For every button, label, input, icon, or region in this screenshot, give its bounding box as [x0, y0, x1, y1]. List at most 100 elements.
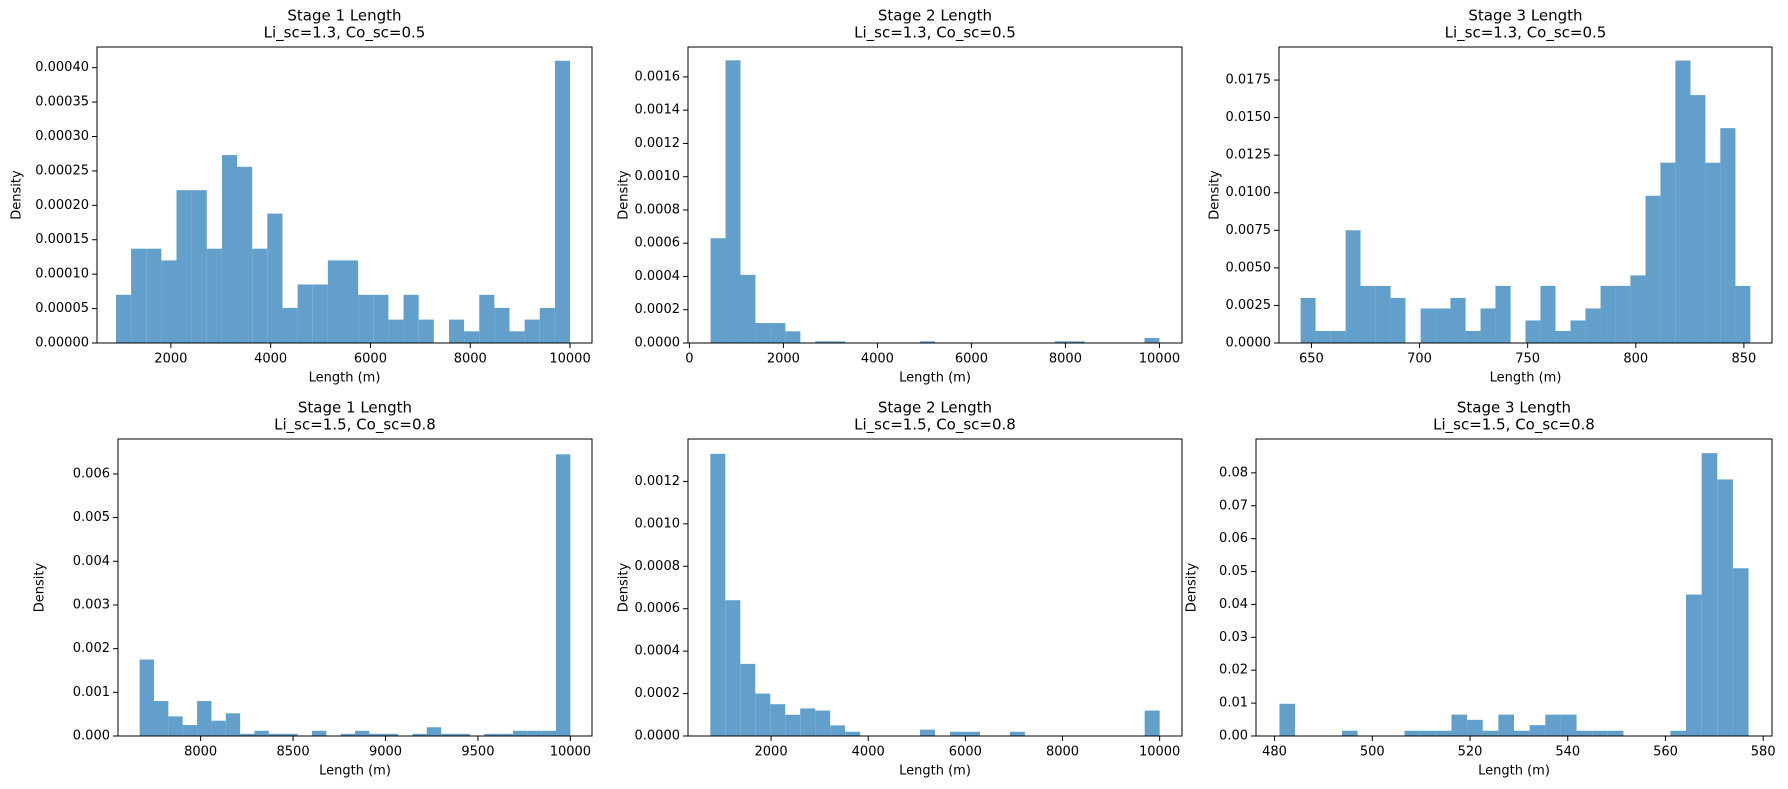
bar [1525, 320, 1541, 343]
x-tick-label: 580 [1751, 745, 1776, 760]
x-tick-label: 10000 [1139, 352, 1180, 367]
x-tick-label: 6000 [955, 352, 988, 367]
bar [311, 730, 327, 736]
bar [1701, 453, 1718, 736]
y-tick-label: 0.0012 [635, 136, 681, 151]
subplot: 2000 4000 6000 8000 10000 0.00000 0.00005 0.000… [10, 7, 593, 386]
x-tick-label: 8000 [1049, 352, 1082, 367]
x-axis-label: Length (m) [1478, 764, 1550, 779]
bar [815, 710, 831, 736]
bar [191, 190, 207, 343]
chart-title: Stage 2 Length [878, 399, 992, 417]
x-tick-label: 2000 [755, 745, 788, 760]
y-tick-label: 0.0000 [1226, 336, 1272, 351]
x-tick-label: 6000 [354, 352, 387, 367]
x-axis-label: Length (m) [319, 764, 391, 779]
bar [283, 733, 298, 736]
bar [252, 248, 268, 343]
bar [1555, 330, 1571, 343]
y-tick-label: 0.0025 [1226, 298, 1272, 313]
bar [1300, 297, 1316, 343]
bar [297, 284, 313, 343]
bar [1717, 479, 1733, 736]
x-axis-label: Length (m) [309, 371, 381, 386]
x-tick-label: 6000 [949, 745, 982, 760]
bar [327, 260, 344, 343]
y-tick-label: 0.004 [73, 554, 110, 569]
bar [725, 600, 741, 736]
y-tick-label: 0.0000 [635, 729, 681, 744]
bar [1720, 128, 1736, 343]
bar [343, 260, 359, 343]
y-tick-label: 0.001 [73, 685, 110, 700]
y-axis-label: Density [10, 170, 25, 220]
chart-subtitle: Li_sc=1.5, Co_sc=0.8 [854, 416, 1016, 435]
y-tick-label: 0.002 [73, 641, 110, 656]
bar [1600, 285, 1616, 343]
bar [268, 733, 284, 736]
y-tick-label: 0.00000 [35, 336, 89, 351]
bar [1342, 730, 1358, 736]
bar [369, 733, 384, 736]
bar [541, 730, 557, 736]
y-axis-label: Density [1208, 170, 1223, 220]
bar [1570, 320, 1586, 343]
y-tick-label: 0.0008 [635, 202, 681, 217]
bar [1375, 285, 1391, 343]
bar [1540, 285, 1556, 343]
x-tick-label: 750 [1515, 352, 1540, 367]
y-tick-label: 0.00035 [35, 95, 89, 110]
axes-frame [1255, 438, 1773, 737]
bar [710, 453, 726, 736]
y-tick-label: 0.0000 [635, 336, 681, 351]
y-tick-label: 0.0125 [1226, 148, 1272, 163]
y-tick-label: 0.00020 [35, 198, 89, 213]
x-tick-label: 4000 [254, 352, 287, 367]
chart-subtitle: Li_sc=1.3, Co_sc=0.5 [264, 24, 426, 43]
bar [725, 60, 741, 343]
bar [455, 733, 470, 736]
bar [755, 323, 771, 343]
x-tick-label: 8500 [277, 745, 310, 760]
bar [815, 341, 831, 343]
bar [785, 714, 801, 736]
bar [1615, 285, 1631, 343]
bar [1660, 162, 1676, 343]
bar [1675, 60, 1691, 344]
bar [340, 733, 355, 736]
bar [920, 729, 935, 736]
y-tick-label: 0.00030 [35, 129, 89, 144]
bar [1144, 338, 1160, 343]
chart-title: Stage 3 Length [1468, 7, 1582, 25]
x-tick-label: 4000 [861, 352, 894, 367]
y-tick-label: 0.0175 [1226, 73, 1272, 88]
x-tick-label: 8000 [184, 745, 217, 760]
bar [1630, 275, 1646, 343]
y-tick-label: 0.05 [1219, 564, 1248, 579]
bar [1279, 703, 1296, 736]
bar [312, 284, 328, 343]
x-tick-label: 500 [1360, 745, 1385, 760]
bar [1450, 297, 1466, 343]
bar [1686, 594, 1702, 736]
bar [554, 60, 571, 343]
y-axis-label: Density [33, 562, 48, 612]
y-tick-label: 0.005 [73, 510, 110, 525]
chart-subtitle: Li_sc=1.3, Co_sc=0.5 [1445, 24, 1607, 43]
bar [176, 190, 192, 343]
bar [131, 248, 147, 343]
bar [1404, 730, 1421, 736]
bar [1390, 297, 1406, 343]
bar [1465, 330, 1481, 343]
x-tick-label: 0 [685, 352, 693, 367]
bar [770, 704, 786, 736]
y-tick-label: 0.0016 [635, 69, 681, 84]
x-tick-label: 8000 [1046, 745, 1079, 760]
bar [1482, 730, 1499, 736]
bar [1330, 330, 1346, 343]
bar [225, 713, 241, 736]
bar [1732, 568, 1749, 736]
bar [197, 701, 212, 736]
y-tick-label: 0.006 [73, 466, 110, 481]
y-axis-label: Density [617, 562, 632, 612]
